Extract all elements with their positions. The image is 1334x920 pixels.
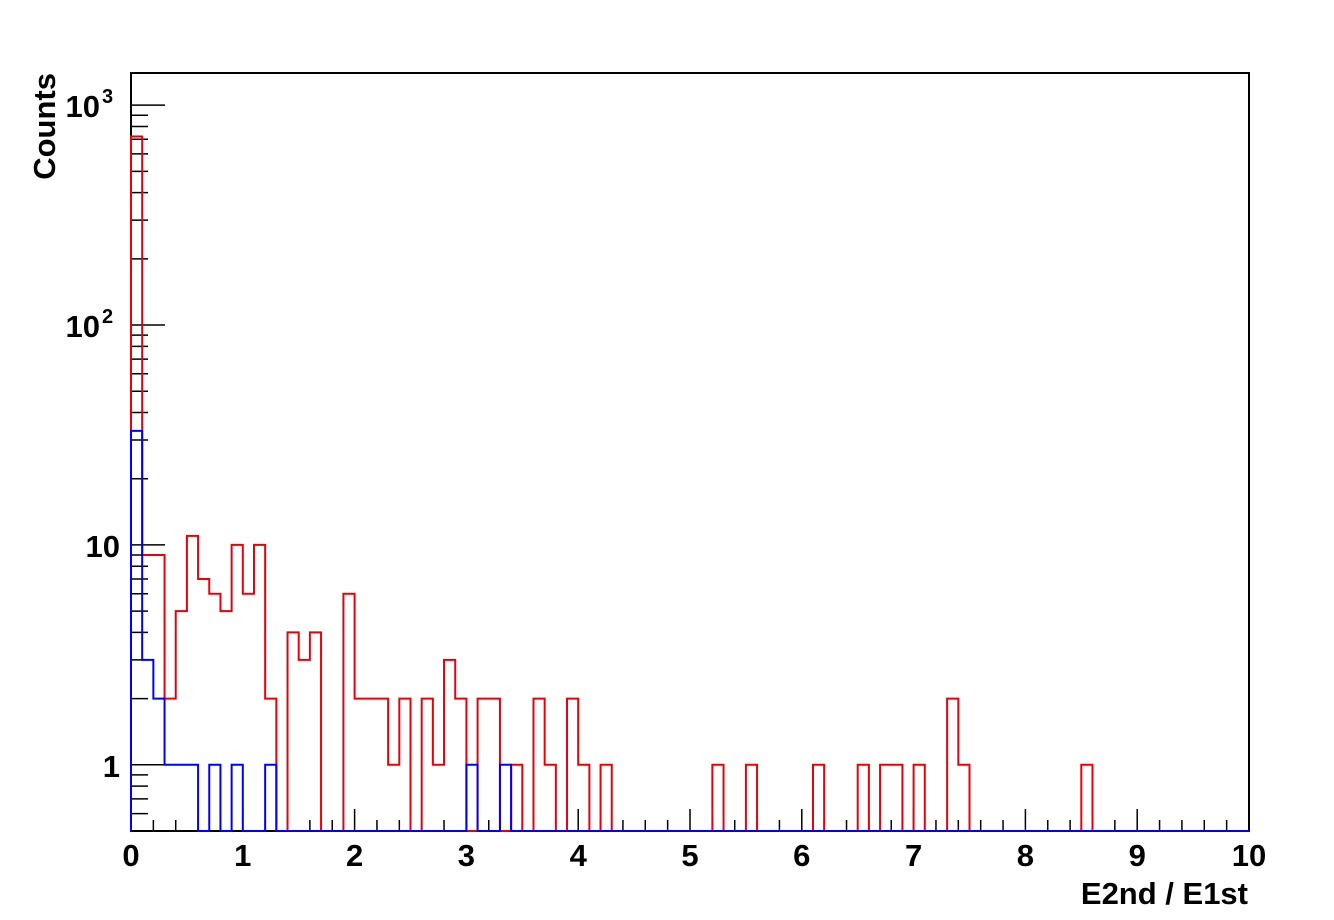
x-tick-label: 5: [681, 838, 698, 873]
y-axis-title: Counts: [27, 73, 62, 180]
x-tick-label: 4: [570, 838, 588, 873]
y-tick-label: 10: [66, 309, 100, 344]
x-axis-title: E2nd / E1st: [1081, 876, 1248, 911]
x-tick-label: 6: [793, 838, 810, 873]
y-tick-label: 10: [86, 529, 120, 564]
y-tick-label-exponent: 3: [102, 86, 113, 108]
x-tick-label: 2: [346, 838, 363, 873]
x-tick-label: 1: [234, 838, 251, 873]
y-axis-ticks: [131, 104, 165, 832]
y-tick-label-exponent: 2: [102, 306, 113, 328]
y-tick-label: 1: [103, 749, 120, 784]
series-0-outline: [130, 135, 1249, 832]
x-tick-label: 0: [122, 838, 139, 873]
y-tick-label: 10: [66, 89, 100, 124]
x-tick-label: 3: [458, 838, 475, 873]
plot-frame: [130, 72, 1250, 832]
series-1-outline: [130, 429, 1249, 832]
histogram-series: [130, 135, 1249, 832]
x-tick-labels: 0 1 2 3 4 5 6 7 8 9 10: [122, 838, 1266, 873]
x-tick-label: 9: [1129, 838, 1146, 873]
x-tick-label: 7: [905, 838, 922, 873]
x-tick-label: 8: [1017, 838, 1034, 873]
x-tick-label: 10: [1232, 838, 1266, 873]
